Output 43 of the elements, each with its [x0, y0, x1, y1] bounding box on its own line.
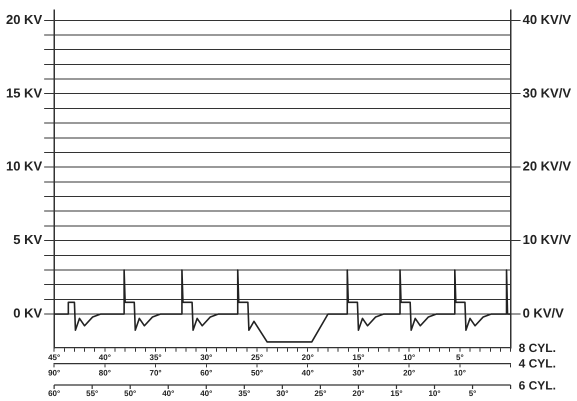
- y2-tick-label: 30 KV/V: [522, 85, 572, 100]
- text: 50°: [124, 389, 136, 398]
- text: 40°: [200, 389, 212, 398]
- x-tick-label: 40°: [98, 352, 111, 362]
- y2-tick-label: 0 KV/V: [522, 306, 564, 321]
- y-tick-label: 0 KV: [13, 306, 42, 321]
- x2-tick-label: 40°: [302, 368, 314, 378]
- x-tick-label: 35°: [150, 352, 162, 362]
- x-tick-label: 30°: [200, 352, 212, 362]
- x-tick-label: 10°: [403, 352, 416, 362]
- x2-tick-label: 20°: [403, 368, 416, 378]
- y2-tick-label: 40 KV/V: [522, 12, 572, 27]
- text: 20°: [352, 389, 364, 398]
- x-tick-label: 5°: [456, 352, 464, 362]
- y2-tick-label: 10 KV/V: [522, 232, 572, 248]
- x2-tick-label: 60°: [200, 368, 212, 378]
- x2-tick-label: 30°: [352, 368, 364, 378]
- y-tick-label: 20 KV: [6, 12, 42, 27]
- text: 40°: [162, 389, 174, 398]
- text: 30°: [276, 389, 288, 398]
- text: 60°: [48, 389, 60, 398]
- x2-tick-label: 80°: [98, 368, 111, 378]
- text: 10°: [428, 389, 441, 398]
- x-axis-title: 8 CYL.: [518, 341, 556, 356]
- text: 55°: [86, 389, 98, 398]
- y-tick-label: 5 KV: [13, 232, 42, 248]
- y2-tick-label: 20 KV/V: [522, 158, 572, 174]
- y-tick-label: 10 KV: [6, 158, 42, 174]
- text: 15°: [390, 389, 403, 398]
- x2-tick-label: 70°: [150, 368, 162, 378]
- x2-tick-label: 90°: [48, 368, 60, 378]
- text: 5°: [468, 389, 476, 398]
- x-tick-label: 25°: [250, 352, 264, 362]
- text: 6 CYL.: [518, 378, 556, 392]
- x-tick-label: 15°: [352, 352, 364, 362]
- x-tick-label: 20°: [302, 352, 314, 362]
- x-tick-label: 45°: [48, 352, 60, 362]
- y-tick-label: 15 KV: [6, 85, 42, 100]
- x2-tick-label: 10°: [454, 368, 466, 378]
- x2-tick-label: 50°: [250, 368, 264, 378]
- text: 35°: [238, 389, 250, 398]
- x2-axis-title: 4 CYL.: [518, 356, 556, 371]
- text: 25°: [314, 389, 326, 398]
